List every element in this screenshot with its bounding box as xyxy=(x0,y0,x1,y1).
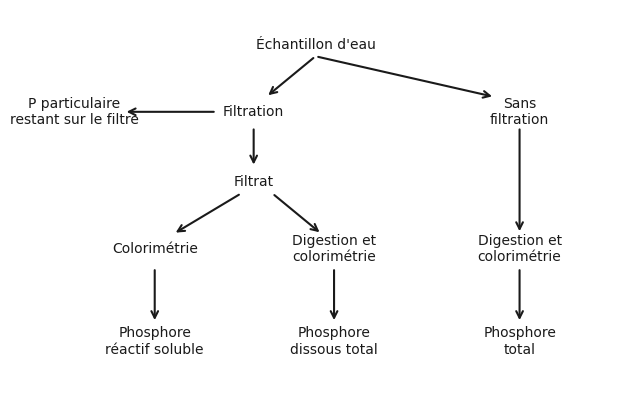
Text: Colorimétrie: Colorimétrie xyxy=(112,242,198,256)
Text: Phosphore
réactif soluble: Phosphore réactif soluble xyxy=(105,326,204,357)
Text: Filtration: Filtration xyxy=(223,105,285,119)
Text: Phosphore
total: Phosphore total xyxy=(483,326,556,357)
Text: P particulaire
restant sur le filtre: P particulaire restant sur le filtre xyxy=(10,97,139,127)
Text: Digestion et
colorimétrie: Digestion et colorimétrie xyxy=(292,234,376,264)
Text: Échantillon d'eau: Échantillon d'eau xyxy=(256,38,375,52)
Text: Filtrat: Filtrat xyxy=(233,175,274,189)
Text: Sans
filtration: Sans filtration xyxy=(490,97,549,127)
Text: Phosphore
dissous total: Phosphore dissous total xyxy=(290,326,378,357)
Text: Digestion et
colorimétrie: Digestion et colorimétrie xyxy=(478,234,562,264)
